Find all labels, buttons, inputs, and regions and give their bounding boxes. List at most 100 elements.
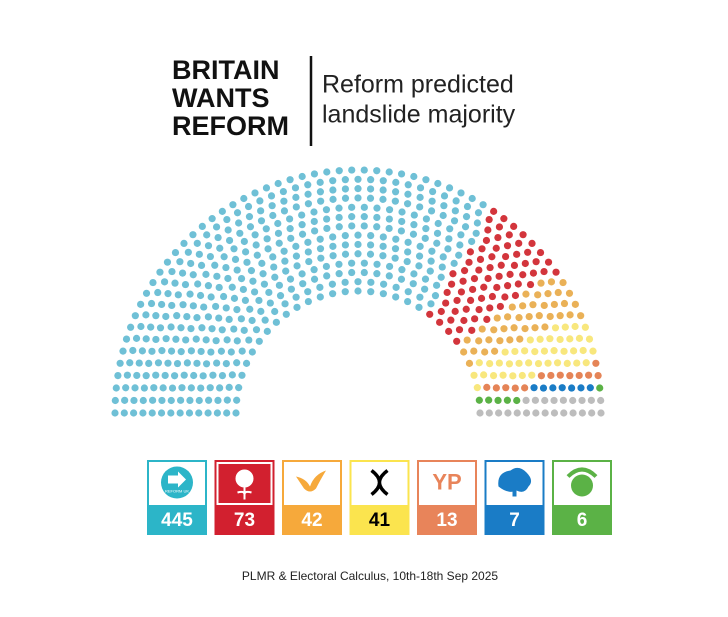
seat (240, 237, 248, 246)
seat (208, 325, 216, 333)
seat (397, 275, 406, 283)
seat (568, 384, 576, 392)
seat (528, 239, 536, 247)
seat (483, 383, 491, 391)
party-icon (571, 474, 593, 497)
seat (451, 207, 459, 215)
seat (202, 336, 210, 344)
seat (223, 336, 231, 344)
seat (549, 384, 557, 392)
seat (519, 271, 527, 279)
seat (219, 292, 228, 301)
seat (360, 203, 368, 211)
seat (145, 359, 153, 367)
seat (158, 300, 166, 309)
seat (211, 261, 219, 269)
seat (451, 307, 459, 315)
seat (195, 409, 203, 417)
seat (535, 312, 543, 320)
seat (492, 244, 500, 252)
seat (329, 252, 337, 260)
seat (160, 278, 169, 286)
legend-value: 7 (509, 510, 520, 531)
seat (526, 280, 535, 289)
seat (453, 337, 461, 345)
seat (586, 384, 594, 392)
seat (581, 323, 589, 331)
seat (495, 409, 503, 417)
seat (571, 300, 579, 308)
legend-value-box (147, 505, 207, 535)
seat (167, 347, 176, 355)
seat (474, 209, 483, 217)
seat (380, 280, 388, 288)
seat (471, 315, 479, 323)
seat (563, 359, 571, 367)
seat (138, 347, 146, 355)
seat (341, 278, 349, 286)
seat (228, 283, 236, 291)
seat (493, 283, 501, 292)
seat (178, 384, 186, 392)
seat (193, 359, 201, 367)
seat (265, 288, 273, 297)
seat (148, 347, 156, 355)
seat (477, 294, 486, 302)
seat (457, 288, 466, 296)
seat (209, 371, 217, 379)
seat (204, 242, 213, 250)
seat (463, 336, 471, 344)
seat (502, 384, 510, 392)
seat (550, 347, 558, 355)
seat (255, 296, 263, 305)
seat (499, 371, 507, 379)
seat (434, 179, 442, 188)
seat (177, 324, 185, 332)
seat (472, 229, 480, 237)
seat (392, 235, 400, 243)
seat (236, 229, 244, 237)
seat (268, 202, 276, 210)
seat (410, 270, 418, 278)
seat (215, 283, 223, 292)
seat (114, 372, 122, 380)
seat (183, 359, 191, 367)
seat (121, 396, 129, 404)
seat (111, 396, 119, 405)
seat (252, 326, 261, 334)
seat (462, 305, 470, 313)
seat (298, 230, 307, 238)
seat (335, 270, 343, 278)
seat (203, 231, 211, 239)
seat (500, 325, 508, 333)
seat (433, 229, 442, 237)
seat (335, 204, 343, 212)
seat (189, 302, 197, 310)
seat (122, 335, 131, 343)
seat (292, 293, 300, 301)
seat (216, 244, 224, 252)
seat (123, 371, 131, 379)
seat (223, 215, 231, 224)
seat (119, 347, 127, 355)
seat (242, 359, 251, 367)
seat (514, 280, 522, 288)
seat (524, 248, 532, 256)
seat (459, 277, 467, 285)
seat (428, 197, 436, 205)
seat (577, 312, 585, 320)
party-icon (237, 487, 252, 500)
seat (392, 293, 400, 301)
seat (462, 213, 471, 221)
seat (322, 262, 331, 271)
seat (453, 296, 461, 305)
seat (460, 316, 468, 325)
seat (537, 372, 546, 380)
seat (259, 270, 267, 278)
seat (513, 396, 521, 405)
seat (470, 371, 478, 379)
seat (274, 179, 282, 188)
seat (348, 222, 356, 230)
seat (198, 324, 206, 332)
seat (597, 409, 605, 417)
